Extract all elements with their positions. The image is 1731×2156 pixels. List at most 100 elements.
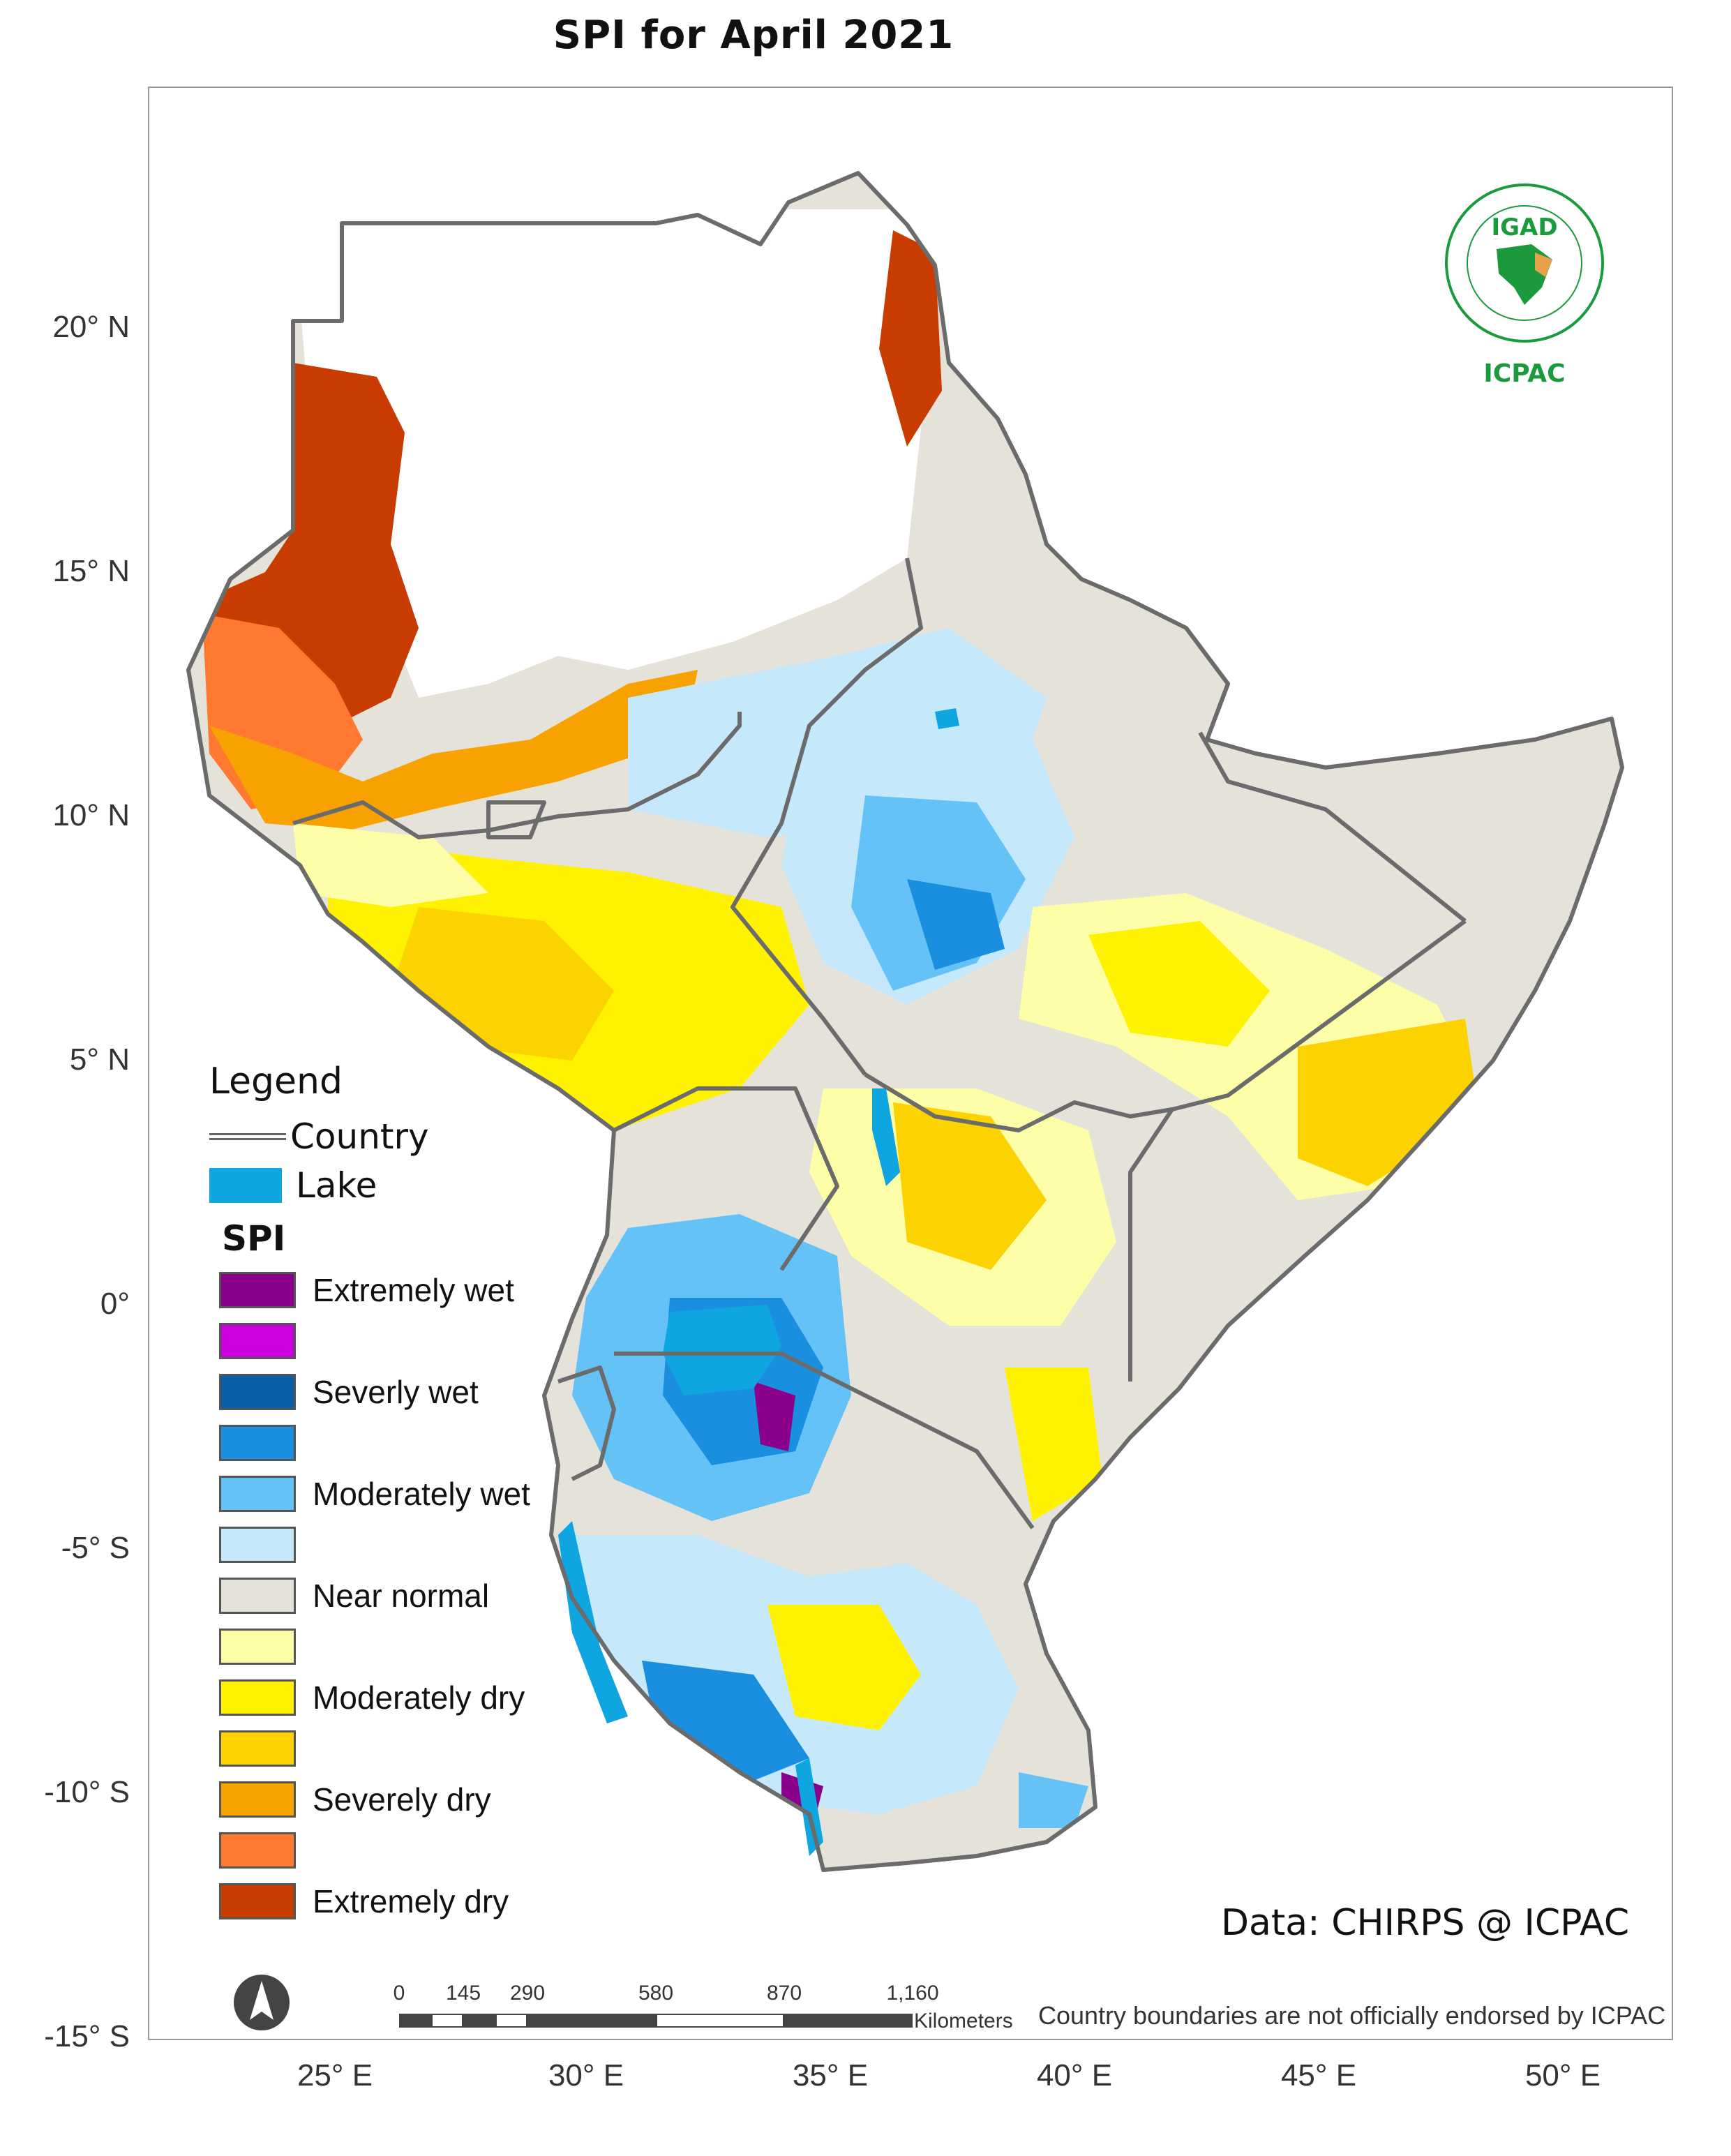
spi-class-label: Severely dry <box>313 1781 491 1818</box>
lake-swatch <box>209 1168 282 1203</box>
logo-top-text: IGAD <box>1491 214 1557 241</box>
spi-class-row <box>209 1315 600 1366</box>
spi-swatch <box>219 1424 296 1461</box>
country-line-symbol <box>209 1133 286 1140</box>
spi-class-row: Moderately dry <box>209 1672 600 1723</box>
lake-tana <box>935 708 959 729</box>
lakes <box>558 708 959 1856</box>
spi-swatch <box>219 1271 296 1308</box>
lat-tick-15s: -15° S <box>44 2019 130 2053</box>
spi-swatch <box>219 1628 296 1665</box>
scale-bar-segments <box>399 2014 913 2028</box>
scale-tick-1160: 1,160 <box>886 1982 939 2005</box>
legend-lake-row: Lake <box>209 1161 600 1210</box>
lon-tick-35e: 35° E <box>792 2058 869 2093</box>
lat-tick-0: 0° <box>100 1287 130 1321</box>
lake-malawi <box>795 1758 823 1856</box>
spi-swatch <box>219 1373 296 1410</box>
spi-class-row: Extremely wet <box>209 1264 600 1315</box>
severe-dry-band <box>209 670 698 830</box>
lake-turkana <box>872 1088 900 1186</box>
spi-class-row: Moderately wet <box>209 1468 600 1519</box>
spi-class-row <box>209 1825 600 1876</box>
border-rwanda-burundi <box>557 1365 616 1481</box>
spi-class-label: Extremely wet <box>313 1271 514 1308</box>
spi-swatch <box>219 1730 296 1767</box>
spi-class-row <box>209 1621 600 1672</box>
lat-tick-5s: -5° S <box>61 1531 130 1565</box>
spi-class-label: Moderately wet <box>313 1475 530 1512</box>
spi-swatch <box>219 1577 296 1614</box>
spi-class-label: Near normal <box>313 1577 490 1614</box>
spi-swatch <box>219 1322 296 1359</box>
igad-icpac-logo: IGAD ICPAC <box>1445 184 1604 388</box>
lon-tick-30e: 30° E <box>548 2058 624 2093</box>
ethiopia-wet <box>907 879 1005 970</box>
border-sudan-south-sudan <box>292 712 742 839</box>
scale-tick-290: 290 <box>509 1982 546 2005</box>
spi-class-label: Extremely dry <box>313 1882 509 1919</box>
spi-class-row: Extremely dry <box>209 1876 600 1926</box>
spi-class-list: Extremely wet Severly wet Moderately wet… <box>209 1264 600 1926</box>
border-ethiopia-kenya-somalia <box>864 919 1467 1132</box>
kenya-dry <box>893 1102 1047 1270</box>
lat-tick-15n: 15° N <box>52 554 130 588</box>
lon-tick-25e: 25° E <box>297 2058 373 2093</box>
spi-heading: SPI <box>222 1218 286 1259</box>
igad-region-icon <box>1535 253 1552 277</box>
boundary-disclaimer: Country boundaries are not officially en… <box>1038 2001 1666 2030</box>
spi-class-row <box>209 1519 600 1570</box>
scale-unit: Kilometers <box>914 2009 1013 2033</box>
spi-swatch <box>219 1679 296 1716</box>
scale-tick-145: 145 <box>445 1982 481 2005</box>
border-sudan-ethiopia <box>730 557 923 1076</box>
lat-tick-5n: 5° N <box>69 1042 130 1077</box>
scale-tick-870: 870 <box>766 1982 802 2005</box>
border-abyei <box>486 800 546 839</box>
spi-class-label: Moderately dry <box>313 1679 525 1716</box>
border-uganda-north <box>613 1086 839 1271</box>
scale-tick-0: 0 <box>393 1982 405 2005</box>
legend-lake-label: Lake <box>296 1165 377 1206</box>
scale-bar: 0 145 290 580 870 1,160 Kilometers <box>391 1982 1019 2037</box>
lake-tanganyika <box>558 1521 628 1723</box>
spi-swatch <box>219 1781 296 1818</box>
data-credit: Data: CHIRPS @ ICPAC <box>1221 1902 1630 1944</box>
border-eritrea-djibouti <box>1184 627 1230 741</box>
north-arrow-icon <box>234 1975 290 2030</box>
red-sea-dry <box>879 230 942 447</box>
spi-class-row: Severly wet <box>209 1366 600 1417</box>
border-somaliland <box>1198 731 1467 923</box>
legend-country-row: Country <box>209 1112 600 1161</box>
somali-dry <box>1088 921 1270 1047</box>
scale-tick-580: 580 <box>638 1982 674 2005</box>
border-tanzania-kenya <box>614 1352 1035 1529</box>
lon-tick-50e: 50° E <box>1524 2058 1601 2093</box>
spi-swatch <box>219 1832 296 1869</box>
map-title: SPI for April 2021 <box>553 13 954 58</box>
somalia-coast-dry <box>1298 1019 1479 1186</box>
lon-tick-40e: 40° E <box>1036 2058 1113 2093</box>
map-legend: Legend Country Lake SPI Extremely wet Se… <box>209 1061 600 1926</box>
kenya-coast-dry <box>1005 1368 1102 1521</box>
south-sudan-light-dry <box>293 823 488 907</box>
tanzania-south-wet <box>642 1661 809 1786</box>
logo-bottom-text: ICPAC <box>1483 359 1565 388</box>
border-kenya-somalia <box>1128 1108 1174 1382</box>
spi-swatch <box>219 1475 296 1512</box>
lake-victoria <box>663 1305 781 1395</box>
extreme-wet-spot <box>754 1382 795 1451</box>
lon-tick-45e: 45° E <box>1280 2058 1357 2093</box>
no-data-area <box>293 209 928 698</box>
legend-country-label: Country <box>290 1116 429 1157</box>
country-borders <box>188 173 1622 1870</box>
tanzania-dry <box>767 1605 921 1730</box>
lat-tick-10s: -10° S <box>44 1775 130 1809</box>
spi-swatch <box>219 1882 296 1919</box>
spi-class-row: Near normal <box>209 1570 600 1621</box>
spi-class-label: Severly wet <box>313 1373 479 1410</box>
spi-class-row <box>209 1723 600 1774</box>
spi-swatch <box>219 1526 296 1563</box>
lat-tick-10n: 10° N <box>52 798 130 832</box>
